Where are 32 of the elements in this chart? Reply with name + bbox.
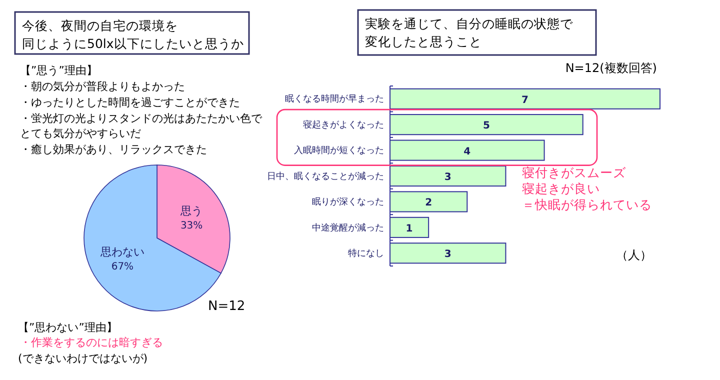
text: ・癒し効果があり、リラックスできた (20, 143, 207, 156)
chart-title: 実験を通じて、自分の睡眠の状態で変化したと思うこと (365, 16, 574, 49)
chart-title: 今後、夜間の自宅の環境を同じように50lx以下にしたいと思うか (22, 18, 244, 51)
slice-label: 思う (180, 204, 203, 218)
annotation: （人） (616, 248, 652, 262)
text: (できないわけではないが) (18, 352, 148, 365)
text: 【”思わない”理由】 (18, 321, 118, 334)
text: ・朝の気分が普段よりもよかった (20, 80, 185, 93)
data-label: 2 (425, 198, 432, 209)
y-tick-label: 入眠時間が短くなった (294, 145, 384, 156)
y-tick-label: 日中、眠くなることが減った (267, 170, 384, 182)
data-label: 1 (406, 223, 413, 234)
y-tick-label: 特になし (348, 248, 384, 260)
slice-label: 思わない (99, 245, 144, 258)
annotation: 寝付きがスムーズ寝起きが良い＝快眠が得られている (522, 165, 652, 212)
data-label: 7 (522, 94, 529, 106)
text: ・作業をするのには暗すぎる (20, 336, 163, 349)
data-label: 67% (111, 261, 134, 272)
data-label: 3 (444, 172, 452, 183)
y-tick-label: 眠くなる時間が早まった (285, 94, 384, 105)
text: ・蛍光灯の光よりスタンドの光はあたたかい色でとても気分がやすらいだ (20, 112, 263, 140)
data-label: 3 (444, 249, 452, 260)
text: N=12 (208, 299, 246, 314)
text: N=12(複数回答) (565, 61, 657, 75)
y-tick-label: 中途覚醒が減った (312, 222, 384, 234)
y-tick-label: 眠りが深くなった (312, 196, 384, 208)
y-tick-label: 寝起きがよくなった (303, 119, 384, 130)
text: 【”思う”理由】 (20, 64, 98, 77)
data-label: 33% (180, 220, 203, 232)
data-label: 4 (464, 146, 471, 158)
data-label: 5 (482, 120, 490, 132)
text: ・ゆったりとした時間を過ごすことができた (20, 96, 240, 109)
